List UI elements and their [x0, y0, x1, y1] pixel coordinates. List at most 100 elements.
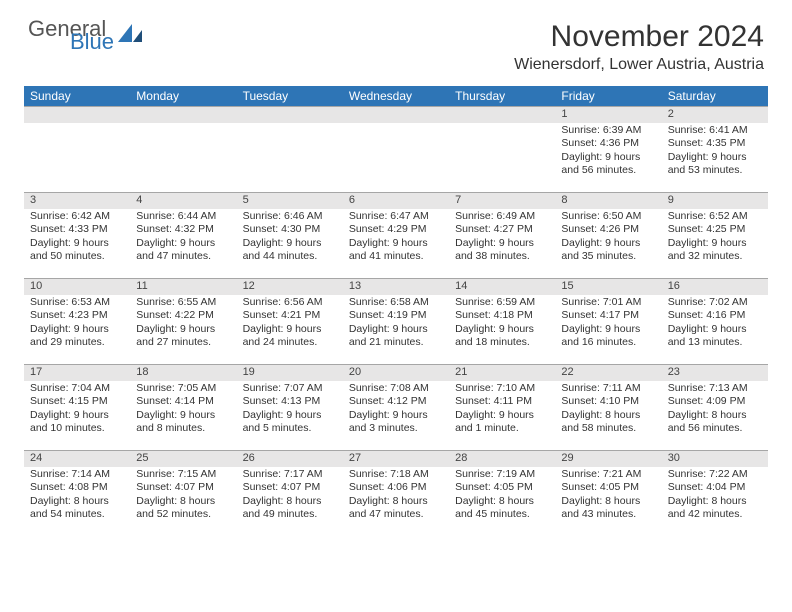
day-number: 5 [237, 193, 343, 207]
day-number [449, 107, 555, 109]
daylight-text: Daylight: 9 hours and 16 minutes. [561, 323, 655, 350]
day-cell: Sunrise: 7:22 AMSunset: 4:04 PMDaylight:… [662, 467, 768, 537]
day-number: 16 [662, 279, 768, 293]
weekday-header: Friday [555, 86, 661, 107]
day-number: 13 [343, 279, 449, 293]
day-number: 28 [449, 451, 555, 465]
day-cell: Sunrise: 7:02 AMSunset: 4:16 PMDaylight:… [662, 295, 768, 365]
day-number [130, 107, 236, 109]
day-body: Sunrise: 6:41 AMSunset: 4:35 PMDaylight:… [662, 123, 768, 183]
day-cell: Sunrise: 7:05 AMSunset: 4:14 PMDaylight:… [130, 381, 236, 451]
sunset-text: Sunset: 4:18 PM [455, 309, 549, 323]
daynum-cell: 25 [130, 451, 236, 467]
day-cell: Sunrise: 6:55 AMSunset: 4:22 PMDaylight:… [130, 295, 236, 365]
day-cell [343, 123, 449, 193]
daylight-text: Daylight: 8 hours and 56 minutes. [668, 409, 762, 436]
daynum-cell: 8 [555, 193, 661, 209]
sunset-text: Sunset: 4:36 PM [561, 137, 655, 151]
day-cell: Sunrise: 6:58 AMSunset: 4:19 PMDaylight:… [343, 295, 449, 365]
daylight-text: Daylight: 9 hours and 41 minutes. [349, 237, 443, 264]
daylight-text: Daylight: 8 hours and 49 minutes. [243, 495, 337, 522]
sunset-text: Sunset: 4:19 PM [349, 309, 443, 323]
day-cell [449, 123, 555, 193]
day-body: Sunrise: 6:55 AMSunset: 4:22 PMDaylight:… [130, 295, 236, 355]
sunrise-text: Sunrise: 7:05 AM [136, 382, 230, 396]
sunrise-text: Sunrise: 7:22 AM [668, 468, 762, 482]
sunrise-text: Sunrise: 7:10 AM [455, 382, 549, 396]
day-body: Sunrise: 7:05 AMSunset: 4:14 PMDaylight:… [130, 381, 236, 441]
daynum-row: 3456789 [24, 193, 768, 209]
day-cell: Sunrise: 6:52 AMSunset: 4:25 PMDaylight:… [662, 209, 768, 279]
sunset-text: Sunset: 4:21 PM [243, 309, 337, 323]
day-number: 23 [662, 365, 768, 379]
sunset-text: Sunset: 4:32 PM [136, 223, 230, 237]
sunset-text: Sunset: 4:27 PM [455, 223, 549, 237]
sunset-text: Sunset: 4:30 PM [243, 223, 337, 237]
daynum-cell: 16 [662, 279, 768, 295]
daynum-cell: 26 [237, 451, 343, 467]
daylight-text: Daylight: 9 hours and 56 minutes. [561, 151, 655, 178]
day-body: Sunrise: 7:11 AMSunset: 4:10 PMDaylight:… [555, 381, 661, 441]
sunrise-text: Sunrise: 6:41 AM [668, 124, 762, 138]
day-cell: Sunrise: 6:39 AMSunset: 4:36 PMDaylight:… [555, 123, 661, 193]
sunset-text: Sunset: 4:35 PM [668, 137, 762, 151]
sunset-text: Sunset: 4:22 PM [136, 309, 230, 323]
day-body: Sunrise: 7:21 AMSunset: 4:05 PMDaylight:… [555, 467, 661, 527]
sunrise-text: Sunrise: 6:44 AM [136, 210, 230, 224]
day-number: 8 [555, 193, 661, 207]
day-cell: Sunrise: 7:21 AMSunset: 4:05 PMDaylight:… [555, 467, 661, 537]
day-body: Sunrise: 7:19 AMSunset: 4:05 PMDaylight:… [449, 467, 555, 527]
sunrise-text: Sunrise: 7:13 AM [668, 382, 762, 396]
sunrise-text: Sunrise: 7:07 AM [243, 382, 337, 396]
week-row: Sunrise: 6:42 AMSunset: 4:33 PMDaylight:… [24, 209, 768, 279]
day-body: Sunrise: 6:53 AMSunset: 4:23 PMDaylight:… [24, 295, 130, 355]
daylight-text: Daylight: 9 hours and 18 minutes. [455, 323, 549, 350]
day-cell: Sunrise: 6:42 AMSunset: 4:33 PMDaylight:… [24, 209, 130, 279]
sunrise-text: Sunrise: 7:01 AM [561, 296, 655, 310]
daynum-cell [343, 107, 449, 123]
week-row: Sunrise: 7:14 AMSunset: 4:08 PMDaylight:… [24, 467, 768, 537]
daynum-cell: 3 [24, 193, 130, 209]
day-number: 11 [130, 279, 236, 293]
day-cell: Sunrise: 6:49 AMSunset: 4:27 PMDaylight:… [449, 209, 555, 279]
daynum-cell: 29 [555, 451, 661, 467]
daynum-row: 10111213141516 [24, 279, 768, 295]
day-body: Sunrise: 6:56 AMSunset: 4:21 PMDaylight:… [237, 295, 343, 355]
daylight-text: Daylight: 9 hours and 5 minutes. [243, 409, 337, 436]
day-number: 21 [449, 365, 555, 379]
day-cell: Sunrise: 6:41 AMSunset: 4:35 PMDaylight:… [662, 123, 768, 193]
daynum-row: 12 [24, 107, 768, 123]
day-number: 24 [24, 451, 130, 465]
sunrise-text: Sunrise: 7:11 AM [561, 382, 655, 396]
sunset-text: Sunset: 4:05 PM [455, 481, 549, 495]
daynum-cell: 2 [662, 107, 768, 123]
day-number: 6 [343, 193, 449, 207]
daylight-text: Daylight: 8 hours and 54 minutes. [30, 495, 124, 522]
day-body: Sunrise: 7:17 AMSunset: 4:07 PMDaylight:… [237, 467, 343, 527]
day-cell: Sunrise: 7:11 AMSunset: 4:10 PMDaylight:… [555, 381, 661, 451]
day-body: Sunrise: 7:02 AMSunset: 4:16 PMDaylight:… [662, 295, 768, 355]
day-number: 18 [130, 365, 236, 379]
day-cell [24, 123, 130, 193]
day-body: Sunrise: 7:01 AMSunset: 4:17 PMDaylight:… [555, 295, 661, 355]
day-body: Sunrise: 6:59 AMSunset: 4:18 PMDaylight:… [449, 295, 555, 355]
sunset-text: Sunset: 4:04 PM [668, 481, 762, 495]
day-cell: Sunrise: 7:08 AMSunset: 4:12 PMDaylight:… [343, 381, 449, 451]
sunset-text: Sunset: 4:15 PM [30, 395, 124, 409]
daylight-text: Daylight: 8 hours and 43 minutes. [561, 495, 655, 522]
day-cell: Sunrise: 6:47 AMSunset: 4:29 PMDaylight:… [343, 209, 449, 279]
daynum-cell [24, 107, 130, 123]
daylight-text: Daylight: 9 hours and 32 minutes. [668, 237, 762, 264]
sunrise-text: Sunrise: 6:52 AM [668, 210, 762, 224]
daynum-cell: 18 [130, 365, 236, 381]
daynum-cell: 19 [237, 365, 343, 381]
day-number: 7 [449, 193, 555, 207]
daylight-text: Daylight: 9 hours and 44 minutes. [243, 237, 337, 264]
day-body: Sunrise: 6:42 AMSunset: 4:33 PMDaylight:… [24, 209, 130, 269]
week-row: Sunrise: 6:39 AMSunset: 4:36 PMDaylight:… [24, 123, 768, 193]
sunrise-text: Sunrise: 6:55 AM [136, 296, 230, 310]
daynum-row: 17181920212223 [24, 365, 768, 381]
daynum-cell: 14 [449, 279, 555, 295]
daynum-cell: 9 [662, 193, 768, 209]
day-cell: Sunrise: 7:14 AMSunset: 4:08 PMDaylight:… [24, 467, 130, 537]
